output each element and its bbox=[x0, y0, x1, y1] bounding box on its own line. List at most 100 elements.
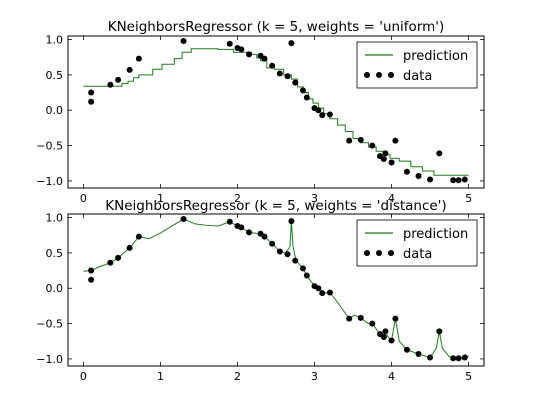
data-point bbox=[450, 177, 457, 184]
data-point bbox=[180, 37, 187, 44]
data-point bbox=[380, 334, 387, 341]
data-point bbox=[415, 350, 422, 357]
data-point bbox=[403, 168, 410, 175]
data-point bbox=[299, 265, 306, 272]
data-point bbox=[115, 254, 122, 261]
data-point bbox=[357, 136, 364, 143]
x-tick-label: 1 bbox=[157, 192, 164, 205]
data-point bbox=[388, 337, 395, 344]
legend-label: data bbox=[403, 247, 432, 262]
legend: prediction data bbox=[356, 41, 478, 89]
data-point bbox=[261, 55, 268, 62]
axes-frame bbox=[67, 35, 485, 189]
data-point bbox=[180, 215, 187, 222]
data-point bbox=[238, 224, 245, 231]
prediction-line bbox=[83, 48, 469, 176]
legend-dot-marker bbox=[364, 250, 370, 256]
legend-dot-marker bbox=[388, 250, 394, 256]
data-point bbox=[450, 355, 457, 362]
data-point bbox=[107, 81, 114, 88]
x-tick-label: 4 bbox=[388, 370, 395, 383]
data-point bbox=[292, 79, 299, 86]
data-point bbox=[461, 176, 468, 183]
legend-dot-marker bbox=[376, 72, 382, 78]
data-point bbox=[135, 233, 142, 240]
data-point bbox=[403, 346, 410, 353]
data-point bbox=[315, 107, 322, 114]
data-point bbox=[246, 51, 253, 58]
plot-area bbox=[83, 215, 469, 362]
legend-label: prediction bbox=[403, 49, 468, 64]
data-point bbox=[388, 159, 395, 166]
data-point bbox=[284, 73, 291, 80]
data-point bbox=[284, 251, 291, 258]
data-point bbox=[455, 177, 462, 184]
data-point bbox=[326, 111, 333, 118]
data-point bbox=[135, 55, 142, 62]
data-point bbox=[346, 315, 353, 322]
data-point bbox=[455, 355, 462, 362]
data-point bbox=[415, 172, 422, 179]
data-point bbox=[226, 218, 233, 225]
data-point bbox=[126, 244, 133, 251]
data-point bbox=[326, 289, 333, 296]
y-tick-label: 0.0 bbox=[46, 104, 64, 117]
legend-box bbox=[356, 41, 478, 89]
x-tick-label: 5 bbox=[465, 192, 472, 205]
data-point bbox=[319, 112, 326, 119]
data-point bbox=[126, 66, 133, 73]
x-tick-label: 5 bbox=[465, 370, 472, 383]
uniform-panel: KNeighborsRegressor (k = 5, weights = 'u… bbox=[36, 19, 485, 205]
data-point bbox=[357, 314, 364, 321]
data-point bbox=[436, 150, 443, 157]
legend-dot-marker bbox=[376, 250, 382, 256]
y-tick-label: −0.5 bbox=[36, 318, 63, 331]
legend-dot-marker bbox=[364, 72, 370, 78]
y-tick-label: −0.5 bbox=[36, 140, 63, 153]
data-point bbox=[88, 89, 95, 96]
data-point bbox=[226, 40, 233, 47]
data-point bbox=[427, 354, 434, 361]
data-point bbox=[319, 290, 326, 297]
y-tick-label: 1.0 bbox=[46, 212, 64, 225]
data-point bbox=[461, 354, 468, 361]
data-point bbox=[261, 233, 268, 240]
data-point bbox=[303, 94, 310, 101]
data-point bbox=[369, 320, 376, 327]
axes-frame bbox=[67, 213, 485, 367]
distance-panel: KNeighborsRegressor (k = 5, weights = 'd… bbox=[36, 198, 485, 383]
x-tick-label: 0 bbox=[80, 192, 87, 205]
x-tick-label: 0 bbox=[80, 370, 87, 383]
y-tick-label: 0.5 bbox=[46, 69, 64, 82]
legend-dot-marker bbox=[388, 72, 394, 78]
data-point bbox=[88, 98, 95, 105]
data-point bbox=[380, 156, 387, 163]
plot-area bbox=[83, 37, 469, 184]
data-point bbox=[315, 285, 322, 292]
data-point bbox=[346, 137, 353, 144]
data-point bbox=[246, 229, 253, 236]
data-point bbox=[303, 272, 310, 279]
data-point bbox=[292, 257, 299, 264]
data-point bbox=[115, 76, 122, 83]
y-tick-label: 0.0 bbox=[46, 282, 64, 295]
chart-title: KNeighborsRegressor (k = 5, weights = 'u… bbox=[108, 19, 445, 35]
data-point bbox=[88, 276, 95, 283]
y-tick-label: −1.0 bbox=[36, 353, 63, 366]
data-point bbox=[382, 150, 389, 157]
data-point bbox=[392, 137, 399, 144]
data-point bbox=[88, 267, 95, 274]
x-tick-label: 1 bbox=[157, 370, 164, 383]
data-point bbox=[269, 62, 276, 69]
data-point bbox=[392, 315, 399, 322]
data-point bbox=[427, 176, 434, 183]
y-tick-label: 1.0 bbox=[46, 34, 64, 47]
y-tick-label: 0.5 bbox=[46, 247, 64, 260]
data-point bbox=[436, 328, 443, 335]
data-point bbox=[107, 259, 114, 266]
data-point bbox=[276, 248, 283, 255]
x-tick-label: 3 bbox=[311, 370, 318, 383]
data-point bbox=[276, 70, 283, 77]
chart-title: KNeighborsRegressor (k = 5, weights = 'd… bbox=[105, 198, 446, 214]
